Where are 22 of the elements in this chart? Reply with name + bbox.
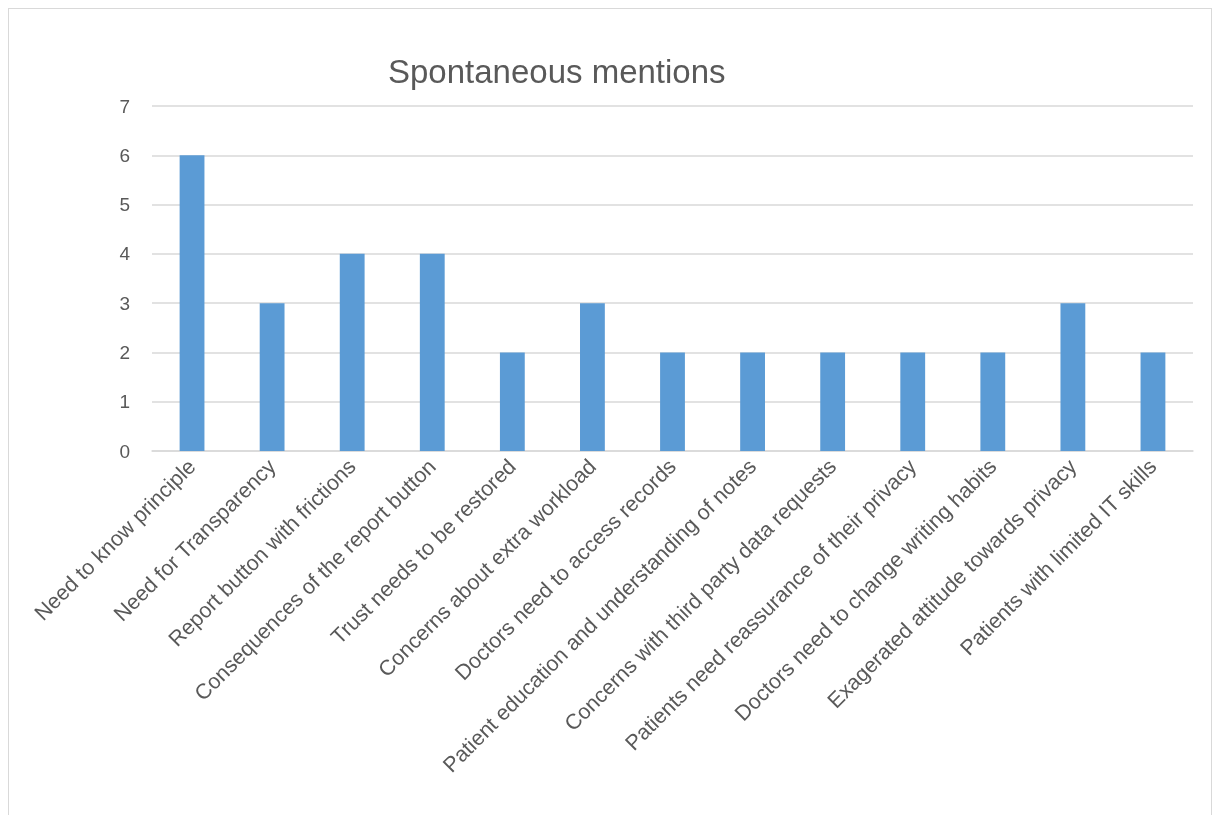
bar [820,352,846,451]
y-tick-label: 0 [119,440,130,462]
bar [980,352,1006,451]
bar [740,352,765,451]
bar [1140,352,1166,451]
bar [1060,303,1086,451]
chart-title: Spontaneous mentions [388,53,726,90]
bar [900,352,926,451]
y-tick-label: 2 [119,341,130,363]
bar [259,303,285,451]
y-tick-label: 3 [119,292,130,314]
y-tick-label: 7 [119,95,130,117]
y-tick-label: 5 [119,194,130,216]
y-tick-label: 1 [119,391,130,413]
bar [499,352,525,451]
y-tick-label: 6 [119,144,130,166]
bar [179,155,205,451]
bar [660,352,685,451]
bar [419,253,445,451]
bar [339,253,365,451]
y-tick-label: 4 [119,243,131,265]
bar [580,303,605,451]
